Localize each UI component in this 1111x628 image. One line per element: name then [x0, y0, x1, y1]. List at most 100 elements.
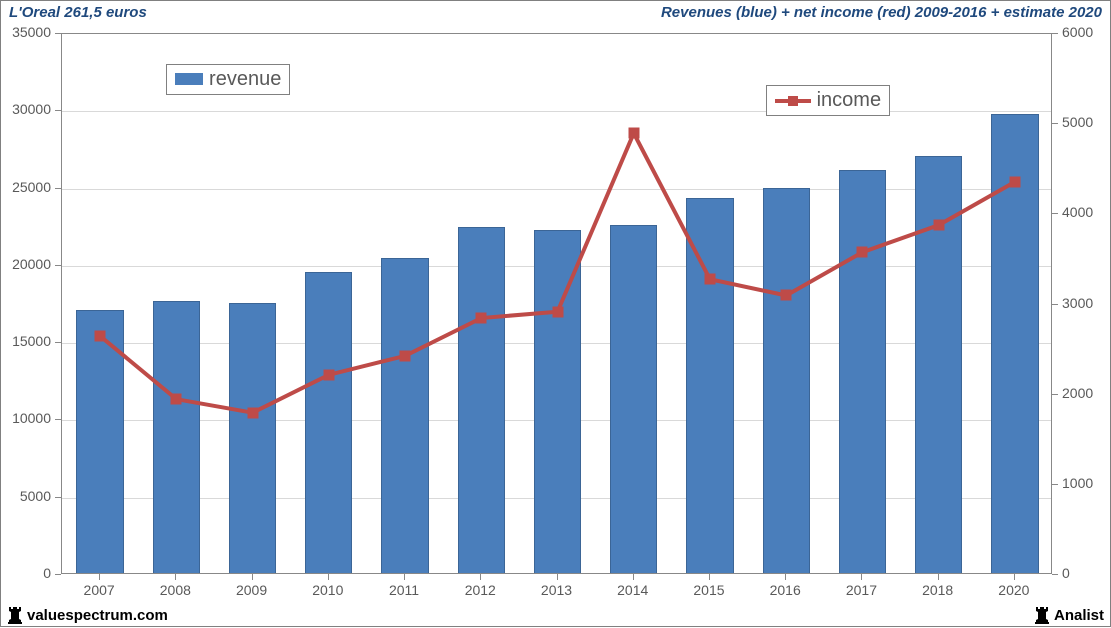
y-left-label: 0	[1, 565, 51, 581]
x-tick	[99, 574, 100, 580]
y-right-label: 3000	[1062, 295, 1093, 311]
x-tick	[404, 574, 405, 580]
legend-swatch-line	[775, 94, 811, 108]
y-left-label: 5000	[1, 488, 51, 504]
income-marker	[933, 220, 944, 231]
x-tick	[480, 574, 481, 580]
income-marker	[171, 394, 182, 405]
y-left-tick	[55, 188, 61, 189]
y-left-tick	[55, 497, 61, 498]
bar	[610, 225, 657, 573]
x-label: 2013	[541, 582, 572, 598]
income-marker	[552, 306, 563, 317]
bar	[763, 188, 810, 573]
bar	[839, 170, 886, 573]
x-label: 2015	[693, 582, 724, 598]
y-right-tick	[1052, 484, 1058, 485]
y-left-label: 30000	[1, 101, 51, 117]
x-label: 2016	[770, 582, 801, 598]
income-marker	[95, 331, 106, 342]
x-label: 2010	[312, 582, 343, 598]
footer-right: Analist	[1034, 606, 1104, 624]
rook-icon	[7, 606, 23, 624]
x-tick	[328, 574, 329, 580]
income-marker	[857, 247, 868, 258]
y-right-label: 1000	[1062, 475, 1093, 491]
rook-icon	[1034, 606, 1050, 624]
y-right-label: 2000	[1062, 385, 1093, 401]
y-left-tick	[55, 419, 61, 420]
x-label: 2011	[389, 582, 419, 598]
x-label: 2020	[998, 582, 1029, 598]
y-right-tick	[1052, 304, 1058, 305]
y-right-label: 4000	[1062, 204, 1093, 220]
bar	[381, 258, 428, 573]
bar	[534, 230, 581, 573]
legend-label: revenue	[209, 68, 281, 91]
bar	[686, 198, 733, 573]
y-right-label: 0	[1062, 565, 1070, 581]
bar	[458, 227, 505, 573]
x-label: 2007	[84, 582, 115, 598]
y-left-label: 25000	[1, 179, 51, 195]
y-left-tick	[55, 574, 61, 575]
income-marker	[476, 313, 487, 324]
x-label: 2018	[922, 582, 953, 598]
bar	[153, 301, 200, 573]
y-left-label: 20000	[1, 256, 51, 272]
y-left-tick	[55, 110, 61, 111]
x-label: 2017	[846, 582, 877, 598]
income-marker	[628, 128, 639, 139]
x-tick	[175, 574, 176, 580]
y-right-tick	[1052, 574, 1058, 575]
gridline	[62, 111, 1051, 112]
income-marker	[704, 274, 715, 285]
income-marker	[1009, 176, 1020, 187]
x-label: 2008	[160, 582, 191, 598]
footer-right-text: Analist	[1054, 607, 1104, 624]
legend-income: income	[766, 85, 890, 116]
plot-wrap: revenueincome050001000015000200002500030…	[1, 23, 1111, 604]
footer-left-text: valuespectrum.com	[27, 607, 168, 624]
legend-swatch-bar	[175, 73, 203, 85]
title-bar: L'Oreal 261,5 euros Revenues (blue) + net…	[1, 1, 1110, 23]
legend-label: income	[817, 89, 881, 112]
bar	[76, 310, 123, 573]
footer-left: valuespectrum.com	[7, 606, 168, 624]
y-left-label: 35000	[1, 24, 51, 40]
x-tick	[1014, 574, 1015, 580]
gridline	[62, 189, 1051, 190]
income-marker	[323, 369, 334, 380]
x-label: 2014	[617, 582, 648, 598]
x-tick	[785, 574, 786, 580]
bar	[915, 156, 962, 573]
chart-container: L'Oreal 261,5 euros Revenues (blue) + net…	[0, 0, 1111, 627]
legend-revenue: revenue	[166, 64, 290, 95]
bar	[305, 272, 352, 573]
y-right-label: 5000	[1062, 114, 1093, 130]
x-tick	[709, 574, 710, 580]
income-marker	[781, 290, 792, 301]
y-right-tick	[1052, 213, 1058, 214]
y-left-tick	[55, 265, 61, 266]
x-tick	[252, 574, 253, 580]
y-left-label: 10000	[1, 410, 51, 426]
x-tick	[861, 574, 862, 580]
y-right-tick	[1052, 123, 1058, 124]
footer-bar: valuespectrum.com Analist	[1, 604, 1110, 628]
x-label: 2012	[465, 582, 496, 598]
chart-title-left: L'Oreal 261,5 euros	[9, 4, 147, 21]
x-tick	[633, 574, 634, 580]
x-label: 2009	[236, 582, 267, 598]
bar	[229, 303, 276, 574]
y-left-tick	[55, 33, 61, 34]
y-right-tick	[1052, 394, 1058, 395]
y-left-tick	[55, 342, 61, 343]
plot-area: revenue income	[61, 33, 1052, 574]
y-left-label: 15000	[1, 333, 51, 349]
chart-title-right: Revenues (blue) + net income (red) 2009-…	[661, 4, 1102, 21]
y-right-label: 6000	[1062, 24, 1093, 40]
income-marker	[400, 350, 411, 361]
x-tick	[938, 574, 939, 580]
y-right-tick	[1052, 33, 1058, 34]
